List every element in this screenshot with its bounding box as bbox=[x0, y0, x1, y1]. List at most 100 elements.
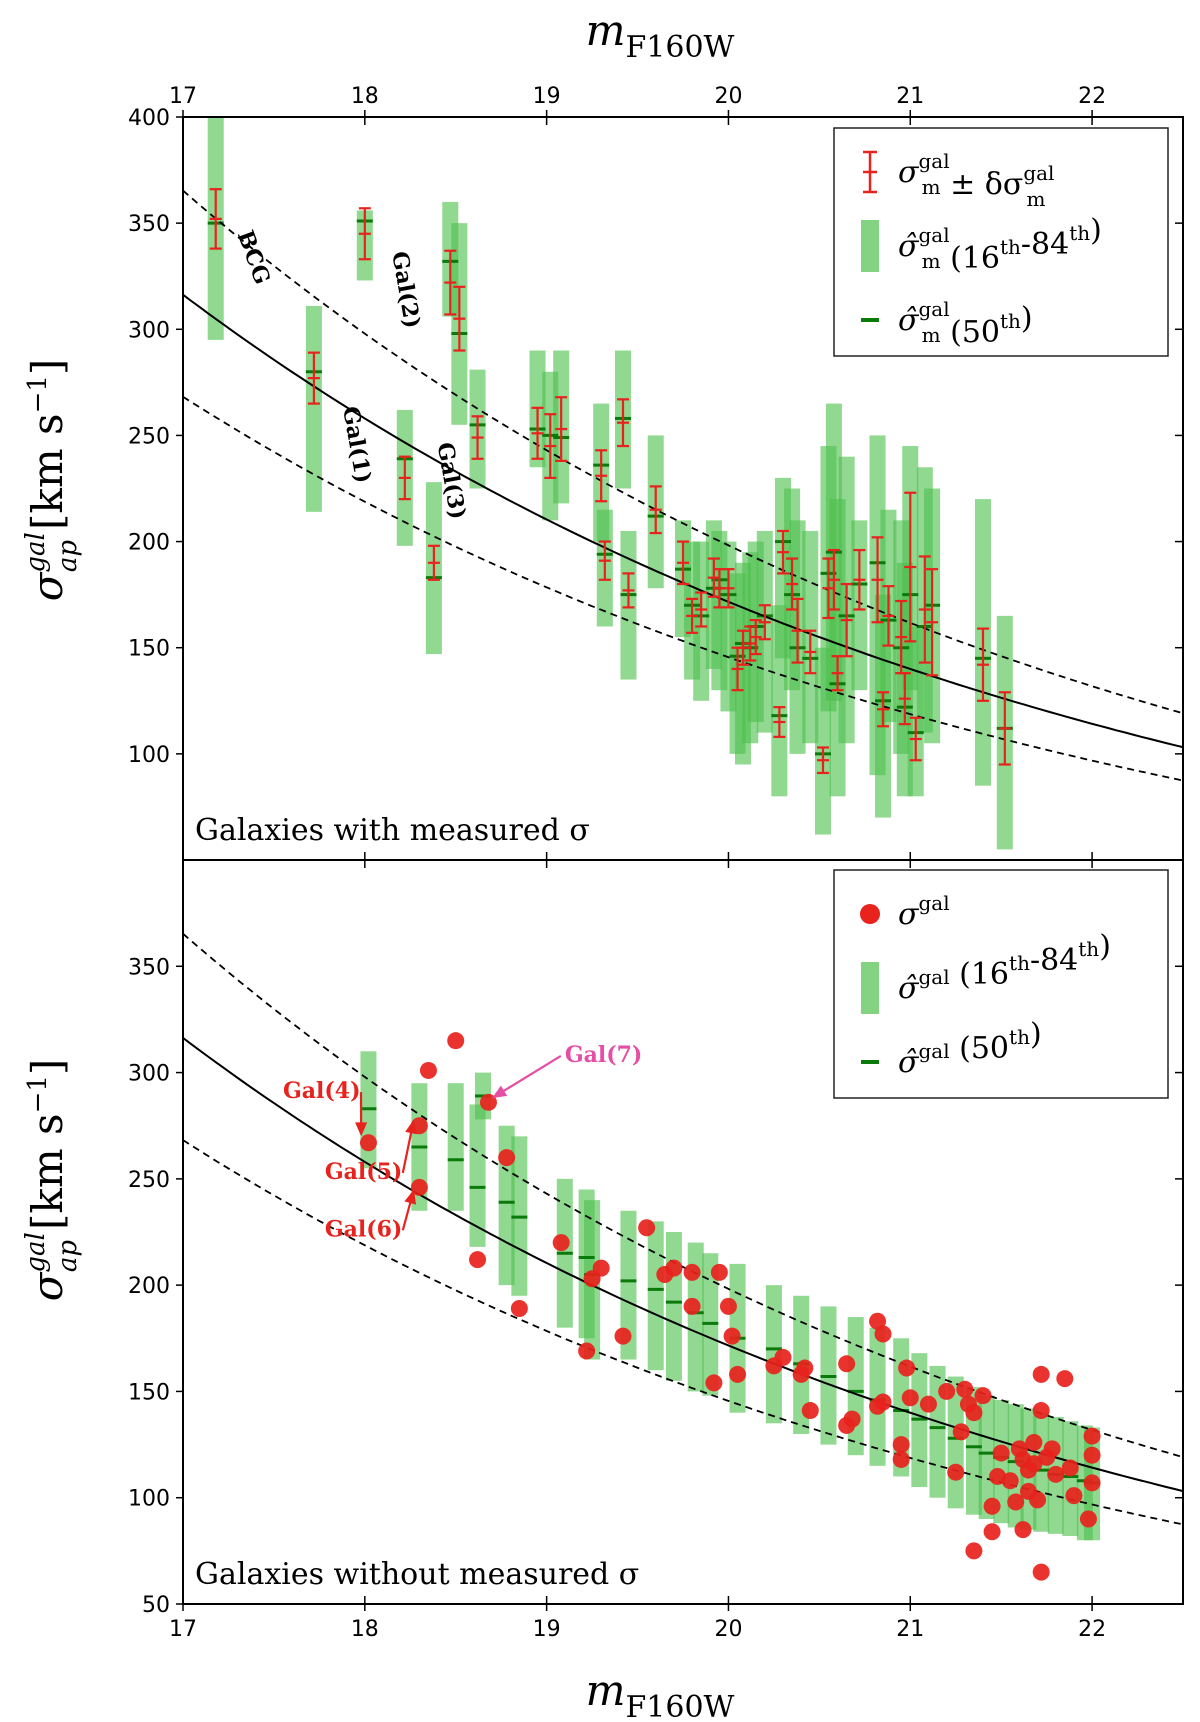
top-errorbar-35 bbox=[831, 655, 844, 692]
top-errorbar-43 bbox=[904, 491, 917, 643]
bottom-point-25 bbox=[774, 1348, 792, 1366]
bottom-point-44 bbox=[956, 1380, 974, 1398]
top-errorbar-30 bbox=[791, 597, 804, 664]
bottom-point-73 bbox=[1083, 1446, 1101, 1464]
top-ylabel-sigma: σ bbox=[23, 571, 72, 601]
bottom-band-32 bbox=[1062, 1421, 1079, 1536]
legend-label-2: σ̂gal (50th) bbox=[898, 1017, 1042, 1080]
top-ytick-label: 250 bbox=[128, 424, 170, 449]
bottom-point-61 bbox=[1025, 1455, 1043, 1473]
top-ytick-label: 100 bbox=[128, 743, 170, 768]
bottom-xtick-label: 22 bbox=[1078, 1617, 1106, 1642]
bottom-point-16 bbox=[665, 1259, 683, 1277]
top-xtick-label: 21 bbox=[896, 84, 924, 109]
top-xtick-label: 18 bbox=[351, 84, 379, 109]
bottom-ytick-label: 150 bbox=[128, 1380, 170, 1405]
top-errorbar-42 bbox=[898, 672, 911, 726]
top-ylabel-units-close: ] bbox=[23, 359, 72, 375]
bottom-ytick-label: 200 bbox=[128, 1274, 170, 1299]
bottom-relation-upper bbox=[183, 933, 1183, 1458]
top-errorbar-40 bbox=[882, 585, 895, 647]
bottom-ylabel-units: [km s bbox=[23, 1113, 72, 1230]
top-errorbar-14 bbox=[622, 572, 635, 609]
top-xtick-label: 17 bbox=[169, 84, 197, 109]
bottom-ytick-label: 300 bbox=[128, 1062, 170, 1087]
top-errorbar-8 bbox=[531, 406, 544, 460]
top-errorbar-3 bbox=[398, 455, 411, 501]
top-errorbar-12 bbox=[598, 540, 611, 581]
top-errorbar-10 bbox=[555, 396, 568, 463]
bottom-point-33 bbox=[874, 1325, 892, 1343]
top-ytick-label: 400 bbox=[128, 106, 170, 131]
legend-dot-symbol bbox=[860, 904, 880, 924]
bottom-annotation-arrow-2 bbox=[401, 1198, 413, 1231]
top-plot-area bbox=[183, 117, 1183, 850]
top-errorbar-29 bbox=[786, 557, 799, 611]
bottom-point-71 bbox=[1065, 1487, 1083, 1505]
bottom-annotation-arrow-1 bbox=[401, 1128, 413, 1174]
top-errorbar-7 bbox=[471, 415, 484, 460]
top-errorbar-4 bbox=[427, 544, 440, 581]
top-ytick-label: 200 bbox=[128, 531, 170, 556]
bottom-point-39 bbox=[901, 1389, 919, 1407]
bottom-point-10 bbox=[578, 1342, 596, 1360]
top-errorbar-31 bbox=[804, 629, 817, 675]
bottom-plot-area bbox=[183, 933, 1183, 1581]
top-errorbar-15 bbox=[649, 485, 662, 535]
top-errorbar-47 bbox=[977, 627, 989, 702]
bottom-point-68 bbox=[1047, 1465, 1065, 1483]
bottom-point-3 bbox=[419, 1061, 437, 1079]
bottom-ytick-label: 50 bbox=[142, 1593, 170, 1618]
bottom-point-18 bbox=[683, 1297, 701, 1315]
top-y-axis-label: σgalap [km s−1] bbox=[21, 359, 83, 602]
bottom-point-17 bbox=[683, 1263, 701, 1281]
top-panel-label: Galaxies with measured σ bbox=[195, 813, 590, 848]
bottom-ylabel-units-exp: −1 bbox=[23, 1075, 53, 1113]
bottom-frame bbox=[182, 859, 1184, 1605]
bottom-point-72 bbox=[1083, 1427, 1101, 1445]
bottom-band-3 bbox=[469, 1104, 486, 1247]
svg-text:σgalap[km s−1]: σgalap [km s−1] bbox=[21, 359, 83, 602]
bottom-point-29 bbox=[838, 1355, 856, 1373]
bottom-point-60 bbox=[1025, 1433, 1043, 1451]
bottom-panel-label: Galaxies without measured σ bbox=[195, 1557, 639, 1592]
bottom-point-40 bbox=[919, 1395, 937, 1413]
top-errorbar-46 bbox=[926, 568, 939, 677]
bottom-xtick-label: 19 bbox=[533, 1617, 561, 1642]
bottom-annotation-arrowhead-3 bbox=[492, 1085, 508, 1099]
top-errorbar-5 bbox=[444, 249, 457, 316]
bottom-ylabel-sup: gal bbox=[21, 1232, 51, 1272]
bottom-point-22 bbox=[723, 1327, 741, 1345]
bottom-ytick-label: 350 bbox=[128, 955, 170, 980]
bottom-point-7 bbox=[498, 1149, 516, 1167]
bottom-point-9 bbox=[552, 1234, 570, 1252]
top-band-1 bbox=[305, 305, 322, 512]
top-ylabel-sup: gal bbox=[21, 532, 51, 572]
bottom-point-42 bbox=[947, 1463, 965, 1481]
bottom-point-75 bbox=[1079, 1510, 1097, 1528]
bottom-band-27 bbox=[993, 1399, 1010, 1524]
legend-label-2: σ̂gal m (50th) bbox=[898, 297, 1033, 350]
bottom-ytick-label: 100 bbox=[128, 1487, 170, 1512]
bottom-point-36 bbox=[892, 1436, 910, 1454]
top-errorbar-1 bbox=[307, 351, 320, 405]
top-ylabel-sub: ap bbox=[53, 540, 83, 573]
legend-label-0: σgal m ± δσgal m bbox=[898, 149, 1054, 211]
bottom-annotation-arrowhead-0 bbox=[355, 1122, 368, 1137]
bottom-point-54 bbox=[1007, 1493, 1025, 1511]
top-legend-frame bbox=[833, 127, 1169, 357]
bottom-point-20 bbox=[710, 1263, 728, 1281]
top-xtick-label: 22 bbox=[1078, 84, 1106, 109]
legend-label-1: σ̂gal (16th-84th) bbox=[898, 929, 1111, 1006]
top-ylabel-units: [km s bbox=[23, 413, 72, 530]
panel-bottom: 17 18 19 20 21 22 50 100 150 200 250 300 350 Galaxies… bbox=[128, 859, 1184, 1642]
bottom-point-31 bbox=[843, 1410, 861, 1428]
top-errorbar-2 bbox=[358, 207, 371, 261]
bottom-point-23 bbox=[729, 1365, 747, 1383]
bottom-point-19 bbox=[705, 1374, 723, 1392]
top-errorbar-37 bbox=[853, 548, 866, 611]
bottom-point-21 bbox=[719, 1297, 737, 1315]
bottom-xtick-label: 18 bbox=[351, 1617, 379, 1642]
panel-top: 17 18 19 20 21 22 100 150 200 250 300 350 400 Galaxie… bbox=[128, 84, 1184, 861]
